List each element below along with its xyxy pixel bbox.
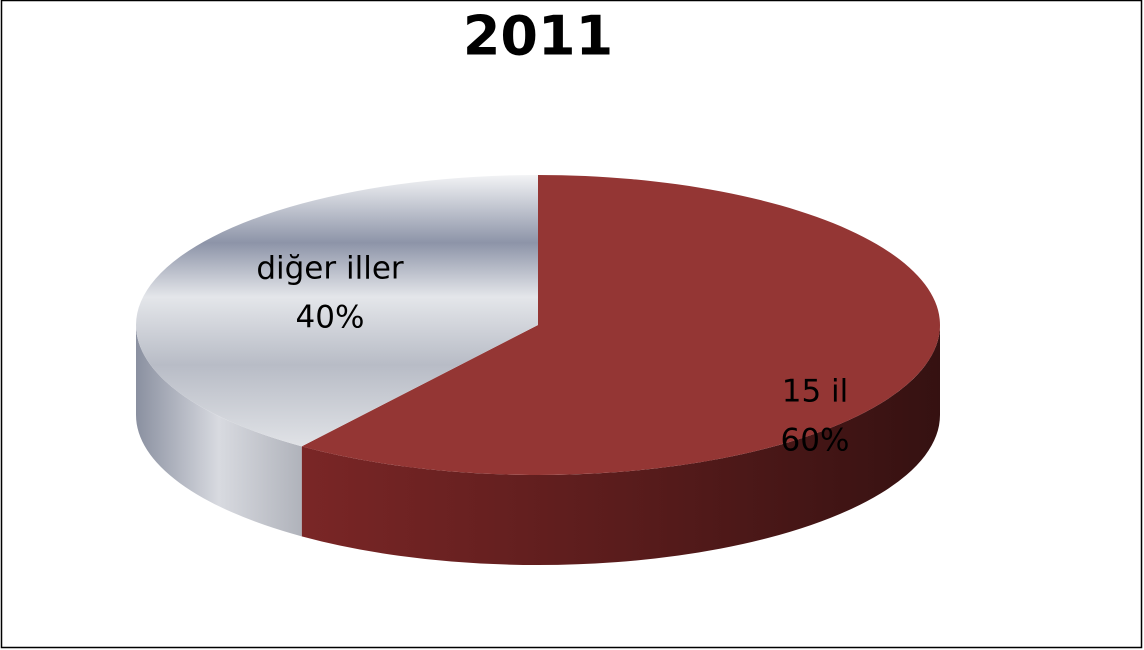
slice-category-label: 15 il [782,374,849,410]
slice-value-label: 60% [781,423,850,459]
slice [301,175,941,475]
slice [136,175,538,447]
chart-title: 2011 [463,5,613,68]
pie: 15 il 60% diğer iller 40% [136,175,941,565]
slice-value-label: 40% [296,300,365,336]
slice-side [136,325,302,537]
slice-category-label: diğer iller [256,251,404,287]
slice-side [301,325,940,565]
